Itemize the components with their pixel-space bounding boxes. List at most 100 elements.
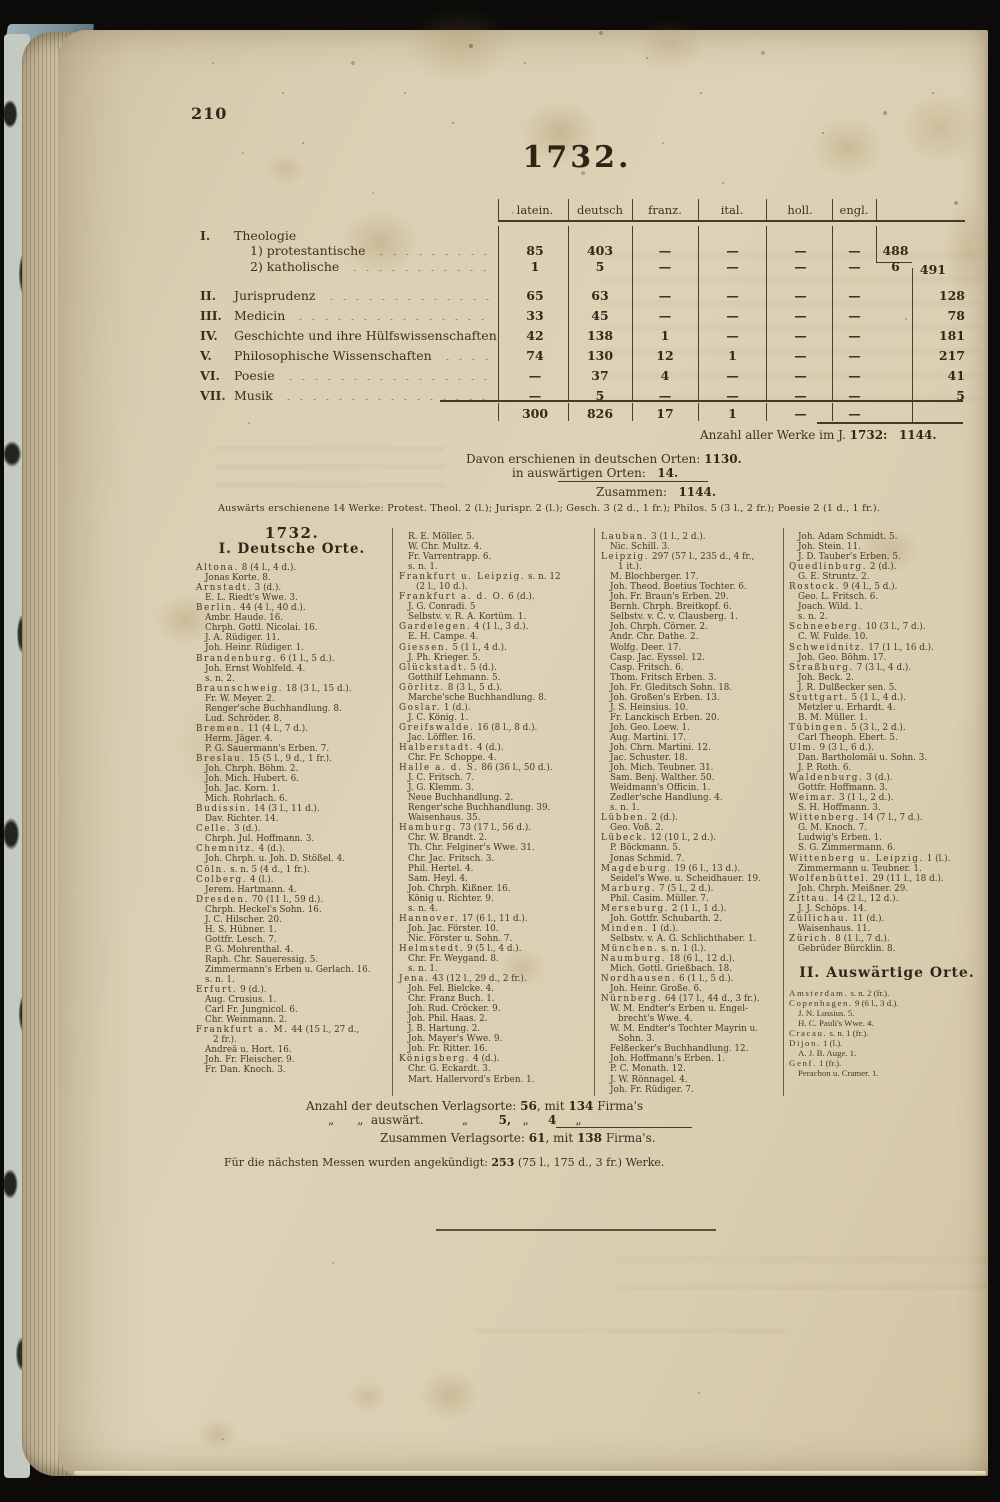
directory-firm-entry: J. A. Rüdiger. 11. [205,633,280,644]
directory-firm-entry: Weidmann's Officin. 1. [610,783,711,794]
directory-firm-entry: J. G. Conradi. 5 [408,602,476,613]
bold-number: 134 [568,1099,594,1113]
text-segment: „ [511,1113,548,1127]
city-counts: 29 (11 l., 18 d.). [869,873,944,884]
table-rule [498,403,499,421]
city-counts: 2 (d.). [648,813,678,824]
city-counts: 11 (4 l., 7 d.). [245,723,308,734]
directory-city-entry: Marburg. 7 (5 l., 2 d.). [601,884,778,894]
city-counts: 10 (3 l., 7 d.). [862,622,926,633]
city-name: Lübben. [601,813,649,824]
city-counts: 1 (d.). [441,702,471,713]
city-counts: 4 (1 l., 3 d.). [471,622,529,633]
city-name: Lübeck. [601,833,648,844]
city-name: Schneeberg. [789,622,863,633]
directory-firm-entry: Dav. Richter. 14. [205,814,279,825]
dot-leader [348,259,494,271]
directory-firm-entry: Chr. Fr. Schoppe. 4. [408,753,497,764]
table-row: VI. Poesie — 37 4 — — — 41 [200,368,965,384]
city-counts: 9 (3 l., 6 d.). [816,742,875,753]
directory-firm-entry: H. S. Hübner. 1. [205,924,277,935]
directory-firm-entry: S. G. Zimmermann. 6. [798,843,896,854]
city-name: Cöln. [196,864,228,875]
bold-number: 14. [657,466,679,480]
cell-latein: 33 [526,308,544,323]
city-counts: 11 (d.). [849,913,885,924]
directory-firm-entry: J. N. Lossius. 5. [798,1008,855,1019]
directory-city-entry: Chemnitz. 4 (d.). [196,844,388,854]
directory-firm-entry: Joh. Geo. Böhm. 17. [798,652,887,663]
directory-firm-entry: Aug. Crusius. 1. [205,995,277,1006]
column-divider [594,528,595,1096]
table-row: 2) katholische 1 5 — — — — 6 [200,259,965,275]
city-name: Halberstadt. [399,742,475,753]
sum-rule [556,1127,692,1128]
cell-holl: — [794,388,807,403]
directory-firm-entry: Nic. Förster u. Sohn. 7. [408,933,513,944]
section-german-heading: I. Deutsche Orte. [218,541,366,558]
city-counts: 2 (1 l., 1 d.). [669,903,727,914]
text-segment: , mit [536,1099,569,1113]
table-rule [698,226,699,400]
section-end-rule [436,1229,716,1231]
city-counts: 297 (57 l., 235 d., 4 fr., [649,552,755,563]
directory-column-2: R. E. Möller. 5. W. Chr. Multz. 4. Fr. Var… [399,532,589,1085]
directory-firm-entry: Mart. Hallervord's Erben. 1. [408,1074,535,1085]
cell-engl: — [848,348,861,363]
directory-firm-entry: Chrph. Heckel's Sohn. 16. [205,904,322,915]
city-counts: 3 (d.). [231,824,261,835]
row-numeral: IV. [200,328,218,343]
cell-franz: — [658,388,672,403]
book-page [58,30,988,1476]
text-segment: „ [556,1113,582,1127]
cell-engl: — [848,259,861,274]
directory-firm-entry: J. C. König. 1. [408,712,469,723]
next-fairs-line: Für die nächsten Messen wurden angekündi… [224,1156,664,1169]
directory-firm-entry: brecht's Wwe. 4. [618,1014,693,1025]
directory-city-entry: Cöln. s. n. 5 (4 d., 1 fr.). [196,865,388,875]
directory-firm-entry: W. M. Endter's Erben u. Engel- [610,1004,748,1015]
cell-latein: 42 [526,328,544,343]
directory-firm-entry: Carl Theoph. Ebert. 5. [798,732,898,743]
cell-holl: — [794,243,807,258]
directory-firm-entry: Seidel's Wwe. u. Scheidhauer. 19. [610,873,761,884]
city-name: Greifswalde. [399,722,475,733]
directory-firm-entry: Mich. Rohrlach. 6. [205,794,288,805]
directory-firm-entry: J. G. Klemm. 3. [408,783,475,794]
city-name: Giessen. [399,642,450,653]
directory-firm-entry: Chr. G. Eckardt. 3. [408,1064,491,1075]
publisher-places-line-1: Anzahl der deutschen Verlagsorte: 56, mi… [306,1099,643,1113]
directory-firm-entry: J. D. Tauber's Erben. 5. [798,552,901,563]
city-counts: 18 (3 l., 15 d.). [283,683,352,694]
directory-firm-entry: Wolfg. Deer. 17. [610,642,682,653]
directory-firm-entry: König u. Richter. 9. [408,893,494,904]
cell-latein: — [528,388,542,403]
directory-city-entry: Giessen. 5 (1 l., 4 d.). [399,643,589,653]
directory-firm-entry: J. R. Dulßecker sen. 5. [798,682,898,693]
directory-firm-entry: Joh. Rud. Cröcker. 9. [408,1004,501,1015]
directory-city-entry: Zürich. 8 (1 l., 7 d.). [789,934,985,944]
city-counts: 14 (3 l., 11 d.). [251,804,320,815]
text-segment: Davon erschienen in deutschen Orten: [466,452,705,466]
directory-city-entry: Lübben. 2 (d.). [601,813,778,823]
city-counts: 7 (5 l., 2 d.). [656,883,714,894]
city-name: Dresden. [196,894,250,905]
city-counts: 9 (d.). [237,985,267,996]
directory-firm-entry: Casp. Jac. Eyssel. 12. [610,652,706,663]
directory-firm-entry: s. n. 1. [610,803,640,814]
directory-city-entry: Helmstedt. 9 (5 l., 4 d.). [399,944,589,954]
city-name: Arnstadt. [196,583,252,594]
directory-firm-entry: Jonas Schmid. 7. [610,853,685,864]
cell-ital: — [726,308,739,323]
city-name: Lauban. [601,532,649,542]
directory-firm-entry: Geo. L. Fritsch. 6. [798,592,879,603]
directory-city-entry: Braunschweig. 18 (3 l., 15 d.). [196,684,388,694]
table-rule [632,226,633,400]
table-rule [832,403,833,421]
col-header-franz: franz. [648,203,682,217]
directory-firm-entry: Jac. Schuster. 18. [610,753,688,764]
cell-row-total: 78 [947,308,965,323]
directory-firm-entry: Joh. Fr. Gleditsch Sohn. 18. [610,682,733,693]
city-name: Stuttgart. [789,692,849,703]
city-counts: 16 (8 l., 8 d.). [474,722,538,733]
